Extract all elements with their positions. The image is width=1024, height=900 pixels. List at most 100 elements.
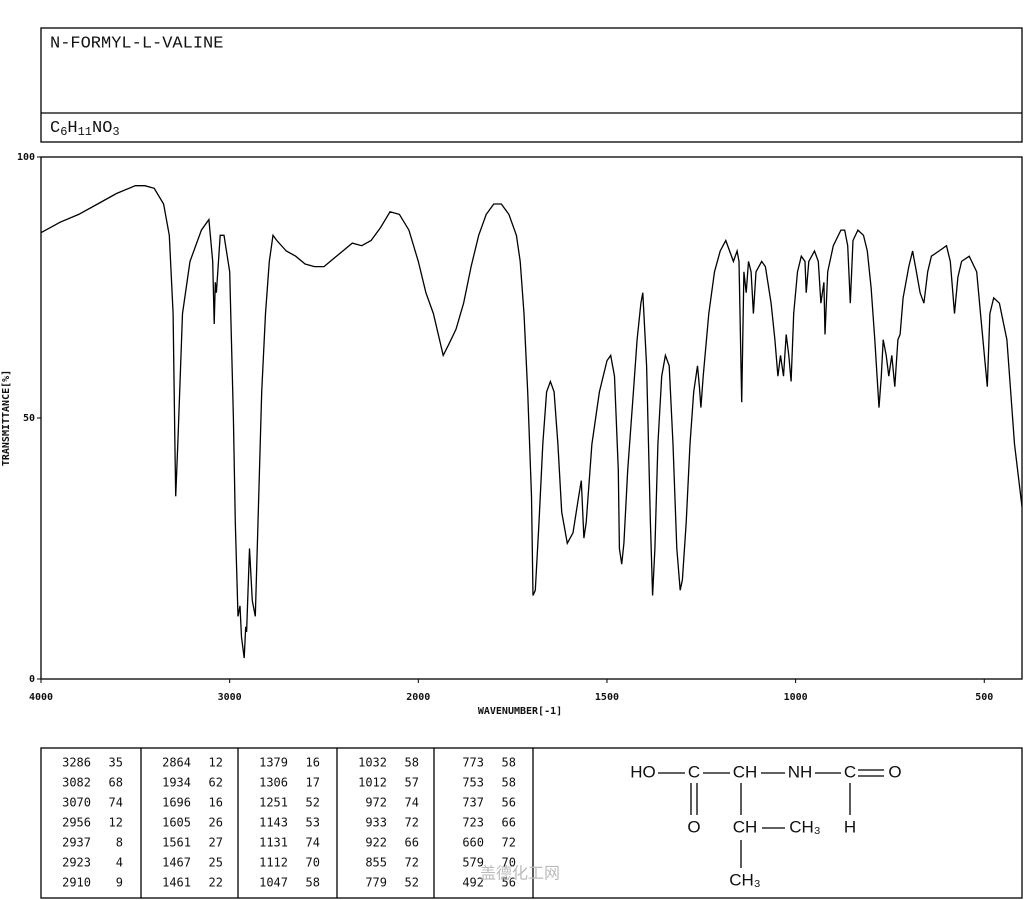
formula-element: C bbox=[50, 119, 60, 138]
peak-wavenumber: 1131 bbox=[259, 836, 288, 850]
peak-wavenumber: 1047 bbox=[259, 876, 288, 890]
peak-transmittance: 74 bbox=[109, 796, 123, 810]
peak-wavenumber: 1251 bbox=[259, 796, 288, 810]
peak-transmittance: 27 bbox=[209, 836, 223, 850]
peak-wavenumber: 753 bbox=[462, 776, 484, 790]
peak-wavenumber: 1561 bbox=[162, 836, 191, 850]
peak-wavenumber: 1467 bbox=[162, 856, 191, 870]
peak-wavenumber: 779 bbox=[365, 876, 387, 890]
peak-transmittance: 52 bbox=[306, 796, 320, 810]
peak-wavenumber: 1379 bbox=[259, 756, 288, 770]
peak-wavenumber: 1461 bbox=[162, 876, 191, 890]
formula-subscript: 6 bbox=[60, 125, 67, 139]
peak-transmittance: 25 bbox=[209, 856, 223, 870]
peak-transmittance: 62 bbox=[209, 776, 223, 790]
peak-transmittance: 68 bbox=[109, 776, 123, 790]
peak-transmittance: 74 bbox=[306, 836, 320, 850]
peak-transmittance: 9 bbox=[116, 876, 123, 890]
x-tick-label: 4000 bbox=[29, 692, 53, 703]
atom-label: CH bbox=[733, 817, 758, 836]
formula-subscript: 11 bbox=[78, 125, 92, 139]
peak-transmittance: 26 bbox=[209, 816, 223, 830]
x-tick-label: 500 bbox=[975, 692, 993, 703]
atom-label: CH₃ bbox=[789, 817, 820, 836]
peak-wavenumber: 660 bbox=[462, 836, 484, 850]
peak-transmittance: 74 bbox=[405, 796, 419, 810]
plot-frame bbox=[40, 156, 1023, 680]
peak-transmittance: 58 bbox=[502, 756, 516, 770]
peak-wavenumber: 2864 bbox=[162, 756, 191, 770]
watermark: 盖德化工网 bbox=[480, 864, 560, 883]
x-tick-label: 3000 bbox=[218, 692, 242, 703]
atom-label: CH bbox=[733, 762, 758, 781]
peak-transmittance: 72 bbox=[405, 856, 419, 870]
compound-name: N-FORMYL-L-VALINE bbox=[50, 34, 223, 53]
atom-label: C bbox=[844, 762, 856, 781]
peak-wavenumber: 737 bbox=[462, 796, 484, 810]
peak-transmittance: 8 bbox=[116, 836, 123, 850]
peak-transmittance: 58 bbox=[502, 776, 516, 790]
peak-wavenumber: 2956 bbox=[62, 816, 91, 830]
peak-wavenumber: 1112 bbox=[259, 856, 288, 870]
peak-wavenumber: 492 bbox=[462, 876, 484, 890]
peak-wavenumber: 2937 bbox=[62, 836, 91, 850]
peak-transmittance: 53 bbox=[306, 816, 320, 830]
peak-transmittance: 22 bbox=[209, 876, 223, 890]
peak-transmittance: 58 bbox=[306, 876, 320, 890]
peak-transmittance: 56 bbox=[502, 876, 516, 890]
formula-subscript: 3 bbox=[112, 125, 119, 139]
peak-transmittance: 16 bbox=[209, 796, 223, 810]
peak-wavenumber: 3070 bbox=[62, 796, 91, 810]
atom-label: O bbox=[888, 762, 901, 781]
x-tick-label: 1500 bbox=[595, 692, 619, 703]
peak-transmittance: 66 bbox=[502, 816, 516, 830]
peak-wavenumber: 1696 bbox=[162, 796, 191, 810]
peak-transmittance: 72 bbox=[502, 836, 516, 850]
formula-element: H bbox=[67, 119, 77, 138]
formula: C6H11NO3 bbox=[50, 119, 120, 139]
y-axis-label: TRANSMITTANCE[%] bbox=[1, 370, 12, 466]
peak-transmittance: 70 bbox=[502, 856, 516, 870]
formula-element: NO bbox=[92, 119, 112, 138]
peak-wavenumber: 2923 bbox=[62, 856, 91, 870]
y-tick-label: 100 bbox=[17, 152, 35, 163]
peak-wavenumber: 972 bbox=[365, 796, 387, 810]
x-axis-label: WAVENUMBER[-1] bbox=[478, 706, 562, 717]
peak-transmittance: 72 bbox=[405, 816, 419, 830]
peak-transmittance: 66 bbox=[405, 836, 419, 850]
peak-transmittance: 58 bbox=[405, 756, 419, 770]
peak-wavenumber: 1032 bbox=[358, 756, 387, 770]
peak-transmittance: 56 bbox=[502, 796, 516, 810]
peak-transmittance: 70 bbox=[306, 856, 320, 870]
peak-wavenumber: 3286 bbox=[62, 756, 91, 770]
spectrum-line bbox=[40, 185, 1023, 659]
peak-transmittance: 35 bbox=[109, 756, 123, 770]
atom-label: C bbox=[688, 762, 700, 781]
peak-wavenumber: 855 bbox=[365, 856, 387, 870]
peak-wavenumber: 1605 bbox=[162, 816, 191, 830]
x-tick-label: 2000 bbox=[406, 692, 430, 703]
atom-label: O bbox=[687, 817, 700, 836]
peak-wavenumber: 2910 bbox=[62, 876, 91, 890]
peak-wavenumber: 1934 bbox=[162, 776, 191, 790]
peak-transmittance: 17 bbox=[306, 776, 320, 790]
atom-label: HO bbox=[630, 762, 656, 781]
peak-transmittance: 52 bbox=[405, 876, 419, 890]
peak-wavenumber: 933 bbox=[365, 816, 387, 830]
peak-transmittance: 12 bbox=[109, 816, 123, 830]
peak-wavenumber: 773 bbox=[462, 756, 484, 770]
atom-label: NH bbox=[788, 762, 813, 781]
structure-bonds bbox=[658, 769, 884, 868]
peak-wavenumber: 3082 bbox=[62, 776, 91, 790]
x-tick-label: 1000 bbox=[784, 692, 808, 703]
atom-label: CH₃ bbox=[729, 870, 760, 889]
peak-table-box bbox=[40, 747, 1023, 899]
peak-transmittance: 12 bbox=[209, 756, 223, 770]
peak-wavenumber: 922 bbox=[365, 836, 387, 850]
peak-wavenumber: 1143 bbox=[259, 816, 288, 830]
y-tick-label: 50 bbox=[23, 413, 35, 424]
y-tick-label: 0 bbox=[29, 674, 35, 685]
header-box bbox=[40, 27, 1023, 143]
